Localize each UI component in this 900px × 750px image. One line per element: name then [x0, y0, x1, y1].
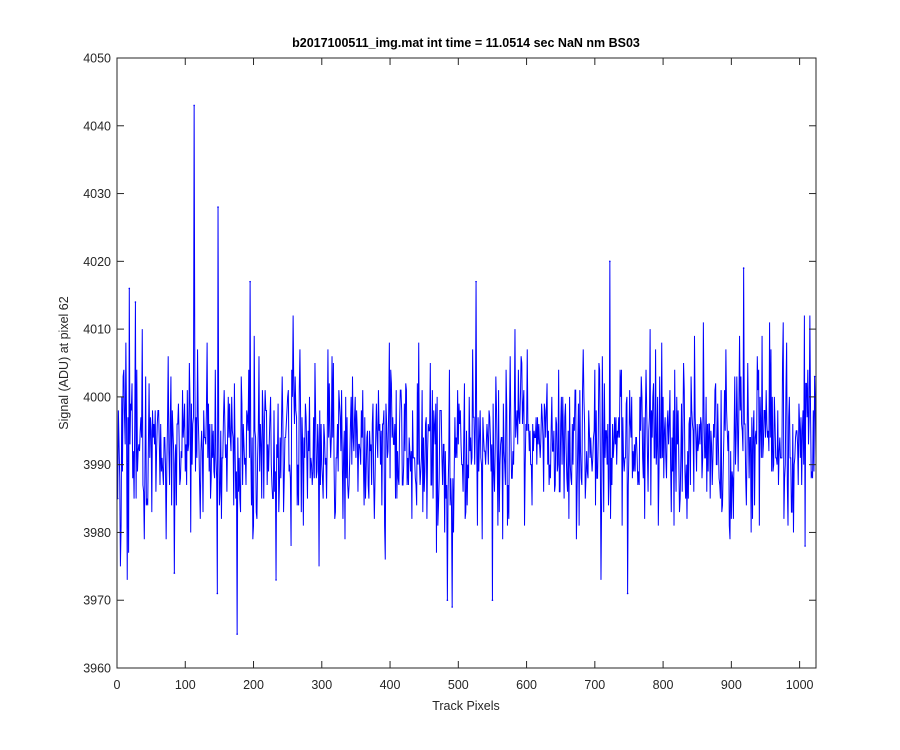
data-point [813, 375, 816, 378]
data-point [804, 545, 806, 547]
y-tick-label: 3960 [83, 662, 111, 676]
data-point [128, 287, 131, 290]
y-tick-label: 4010 [83, 323, 111, 337]
chart-title: b2017100511_img.mat int time = 11.0514 s… [292, 36, 640, 50]
data-point [491, 599, 494, 602]
data-point [742, 267, 745, 269]
x-tick-label: 200 [243, 678, 264, 692]
ticks-layer: 0 100 200 300 400 500 600 700 800 900 1000 3960 3970… [83, 52, 816, 692]
x-tick-label: 100 [175, 678, 196, 692]
series-line [117, 105, 817, 635]
x-tick-label: 1000 [786, 678, 814, 692]
x-axis-label: Track Pixels [432, 699, 500, 713]
y-tick-label: 4000 [83, 390, 111, 404]
x-tick-label: 700 [584, 678, 605, 692]
x-tick-label: 0 [114, 678, 121, 692]
y-tick-label: 4040 [83, 119, 111, 133]
plot-area [117, 58, 816, 668]
y-tick-label: 4050 [83, 52, 111, 66]
data-point [249, 280, 251, 283]
data-point [626, 592, 629, 595]
data-point [173, 572, 176, 574]
x-tick-label: 300 [311, 678, 332, 692]
y-tick-label: 3970 [83, 594, 111, 608]
x-tick-label: 400 [380, 678, 401, 692]
y-tick-label: 3980 [83, 526, 111, 540]
axes-box [116, 57, 817, 669]
data-point [275, 579, 277, 581]
data-point [134, 301, 137, 303]
data-point [193, 104, 195, 107]
y-tick-label: 4020 [83, 255, 111, 269]
y-axis-label: Signal (ADU) at pixel 62 [57, 296, 71, 429]
data-point [609, 260, 611, 263]
x-tick-label: 500 [448, 678, 469, 692]
x-tick-label: 600 [516, 678, 537, 692]
data-point [216, 592, 219, 595]
x-tick-label: 900 [721, 678, 742, 692]
y-tick-label: 4030 [83, 187, 111, 201]
x-tick-label: 800 [653, 678, 674, 692]
y-tick-label: 3990 [83, 458, 111, 472]
data-point [446, 599, 449, 602]
data-point [236, 633, 238, 635]
data-point [451, 606, 453, 608]
data-point [217, 206, 219, 208]
data-point [475, 280, 477, 283]
